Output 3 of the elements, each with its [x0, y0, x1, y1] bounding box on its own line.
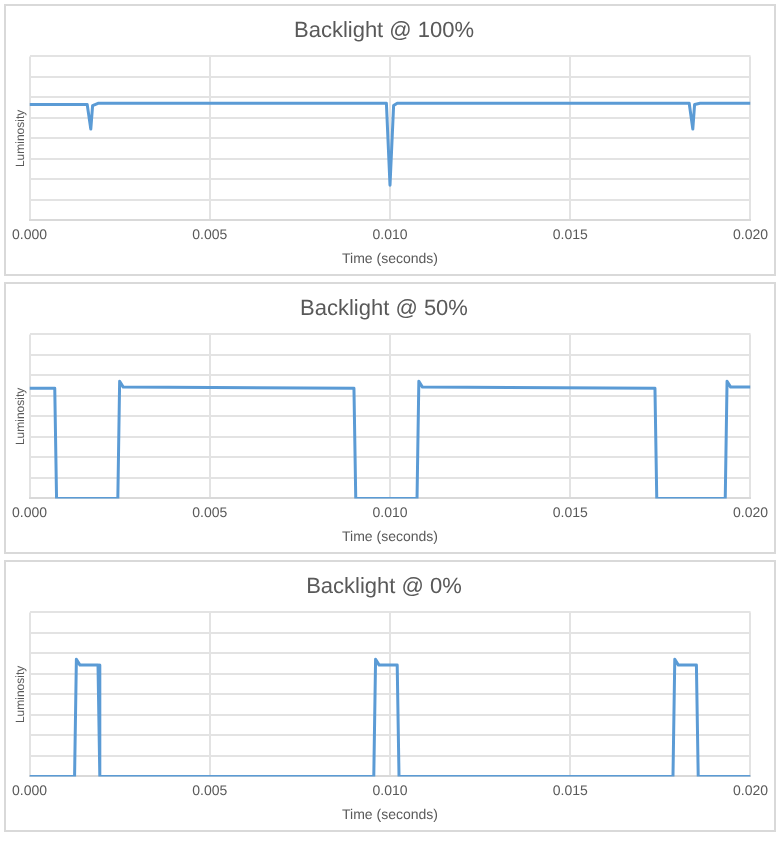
- chart-title: Backlight @ 50%: [300, 297, 469, 322]
- chart-title: Backlight @ 100%: [293, 19, 475, 44]
- chart-title: Backlight @ 0%: [306, 575, 463, 600]
